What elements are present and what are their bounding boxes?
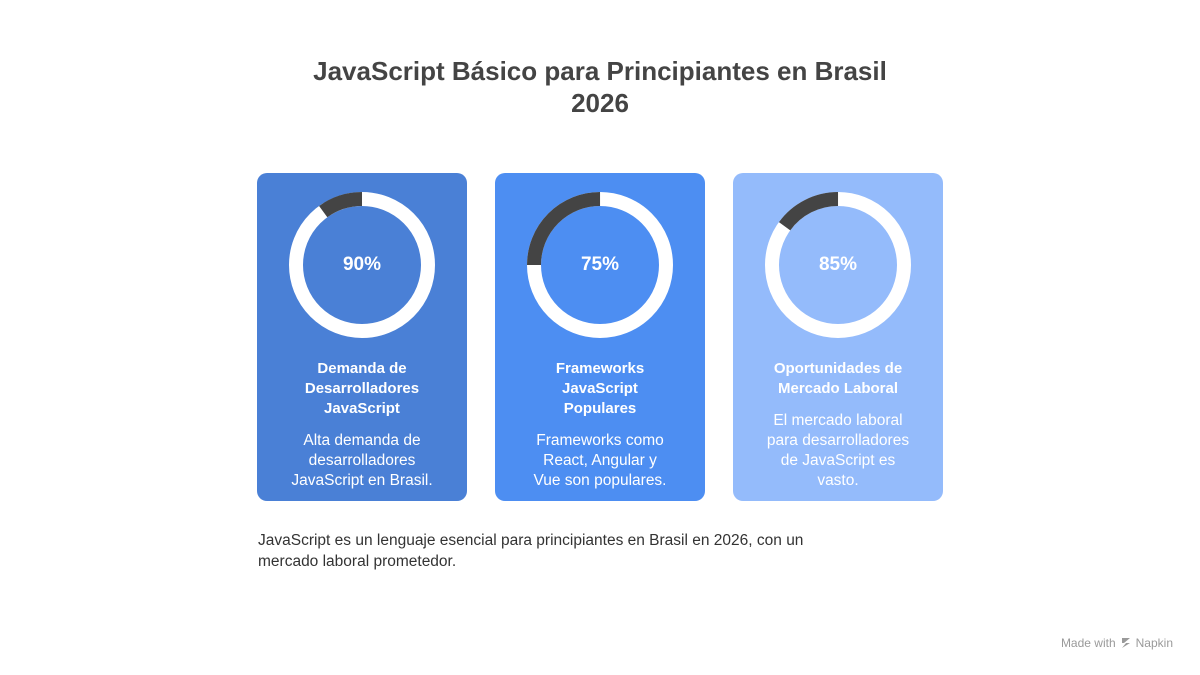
watermark-text: Made with xyxy=(1060,636,1116,650)
napkin-logo-icon xyxy=(1121,638,1130,648)
card-developer-demand: 90% Demanda de Desarrolladores JavaScrip… xyxy=(257,173,467,501)
card-description: Alta demanda de desarrolladores JavaScri… xyxy=(291,432,433,489)
donut-value-label: 85% xyxy=(818,254,858,275)
page-title: JavaScript Básico para Principiantes en … xyxy=(313,56,887,118)
donut-chart: 85% xyxy=(758,185,918,345)
card-description: El mercado laboral para desarrolladores … xyxy=(766,412,910,489)
donut-remainder-arc xyxy=(527,192,673,338)
donut-value-label: 90% xyxy=(342,254,382,275)
card-description: Frameworks como React, Angular y Vue son… xyxy=(533,432,667,489)
card-title: Oportunidades de Mercado Laboral xyxy=(773,360,903,397)
card-title: Frameworks JavaScript Populares xyxy=(555,360,645,417)
watermark-brand: Napkin xyxy=(1135,636,1173,650)
card-popular-frameworks: 75% Frameworks JavaScript Populares Fram… xyxy=(495,173,705,501)
donut-chart: 90% xyxy=(282,185,442,345)
card-title: Demanda de Desarrolladores JavaScript xyxy=(304,360,420,417)
donut-value-label: 75% xyxy=(580,254,620,275)
card-job-opportunities: 85% Oportunidades de Mercado Laboral El … xyxy=(733,173,943,501)
donut-svg xyxy=(765,192,911,338)
donut-svg xyxy=(289,192,435,338)
donut-chart: 75% xyxy=(520,185,680,345)
donut-remainder-arc xyxy=(289,192,435,338)
donut-svg xyxy=(527,192,673,338)
watermark[interactable]: Made with Napkin xyxy=(1061,636,1173,650)
summary-text: JavaScript es un lenguaje esencial para … xyxy=(258,532,804,570)
